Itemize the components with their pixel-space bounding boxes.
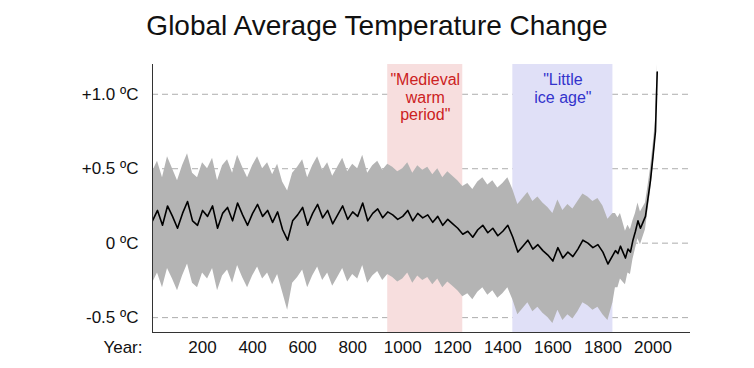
svg-text:"Littleice age": "Littleice age" (534, 71, 591, 106)
svg-text:Year:: Year: (103, 338, 142, 357)
svg-text:+1.0 ºC: +1.0 ºC (82, 85, 139, 104)
svg-text:+0.5 ºC: +0.5 ºC (82, 159, 139, 178)
svg-text:-0.5 ºC: -0.5 ºC (86, 308, 139, 327)
svg-text:400: 400 (238, 338, 266, 357)
svg-text:200: 200 (188, 338, 216, 357)
svg-text:1200: 1200 (434, 338, 472, 357)
html-text:Global Average Temperature Cha: Global Average Temperature Change (146, 10, 608, 41)
svg-text:1000: 1000 (384, 338, 422, 357)
svg-text:600: 600 (288, 338, 316, 357)
svg-text:800: 800 (338, 338, 366, 357)
svg-text:2000: 2000 (634, 338, 672, 357)
svg-text:1800: 1800 (584, 338, 622, 357)
svg-text:"Medievalwarmperiod": "Medievalwarmperiod" (390, 71, 460, 123)
svg-text:0 ºC: 0 ºC (106, 234, 139, 253)
svg-text:1400: 1400 (484, 338, 522, 357)
svg-text:1600: 1600 (534, 338, 572, 357)
